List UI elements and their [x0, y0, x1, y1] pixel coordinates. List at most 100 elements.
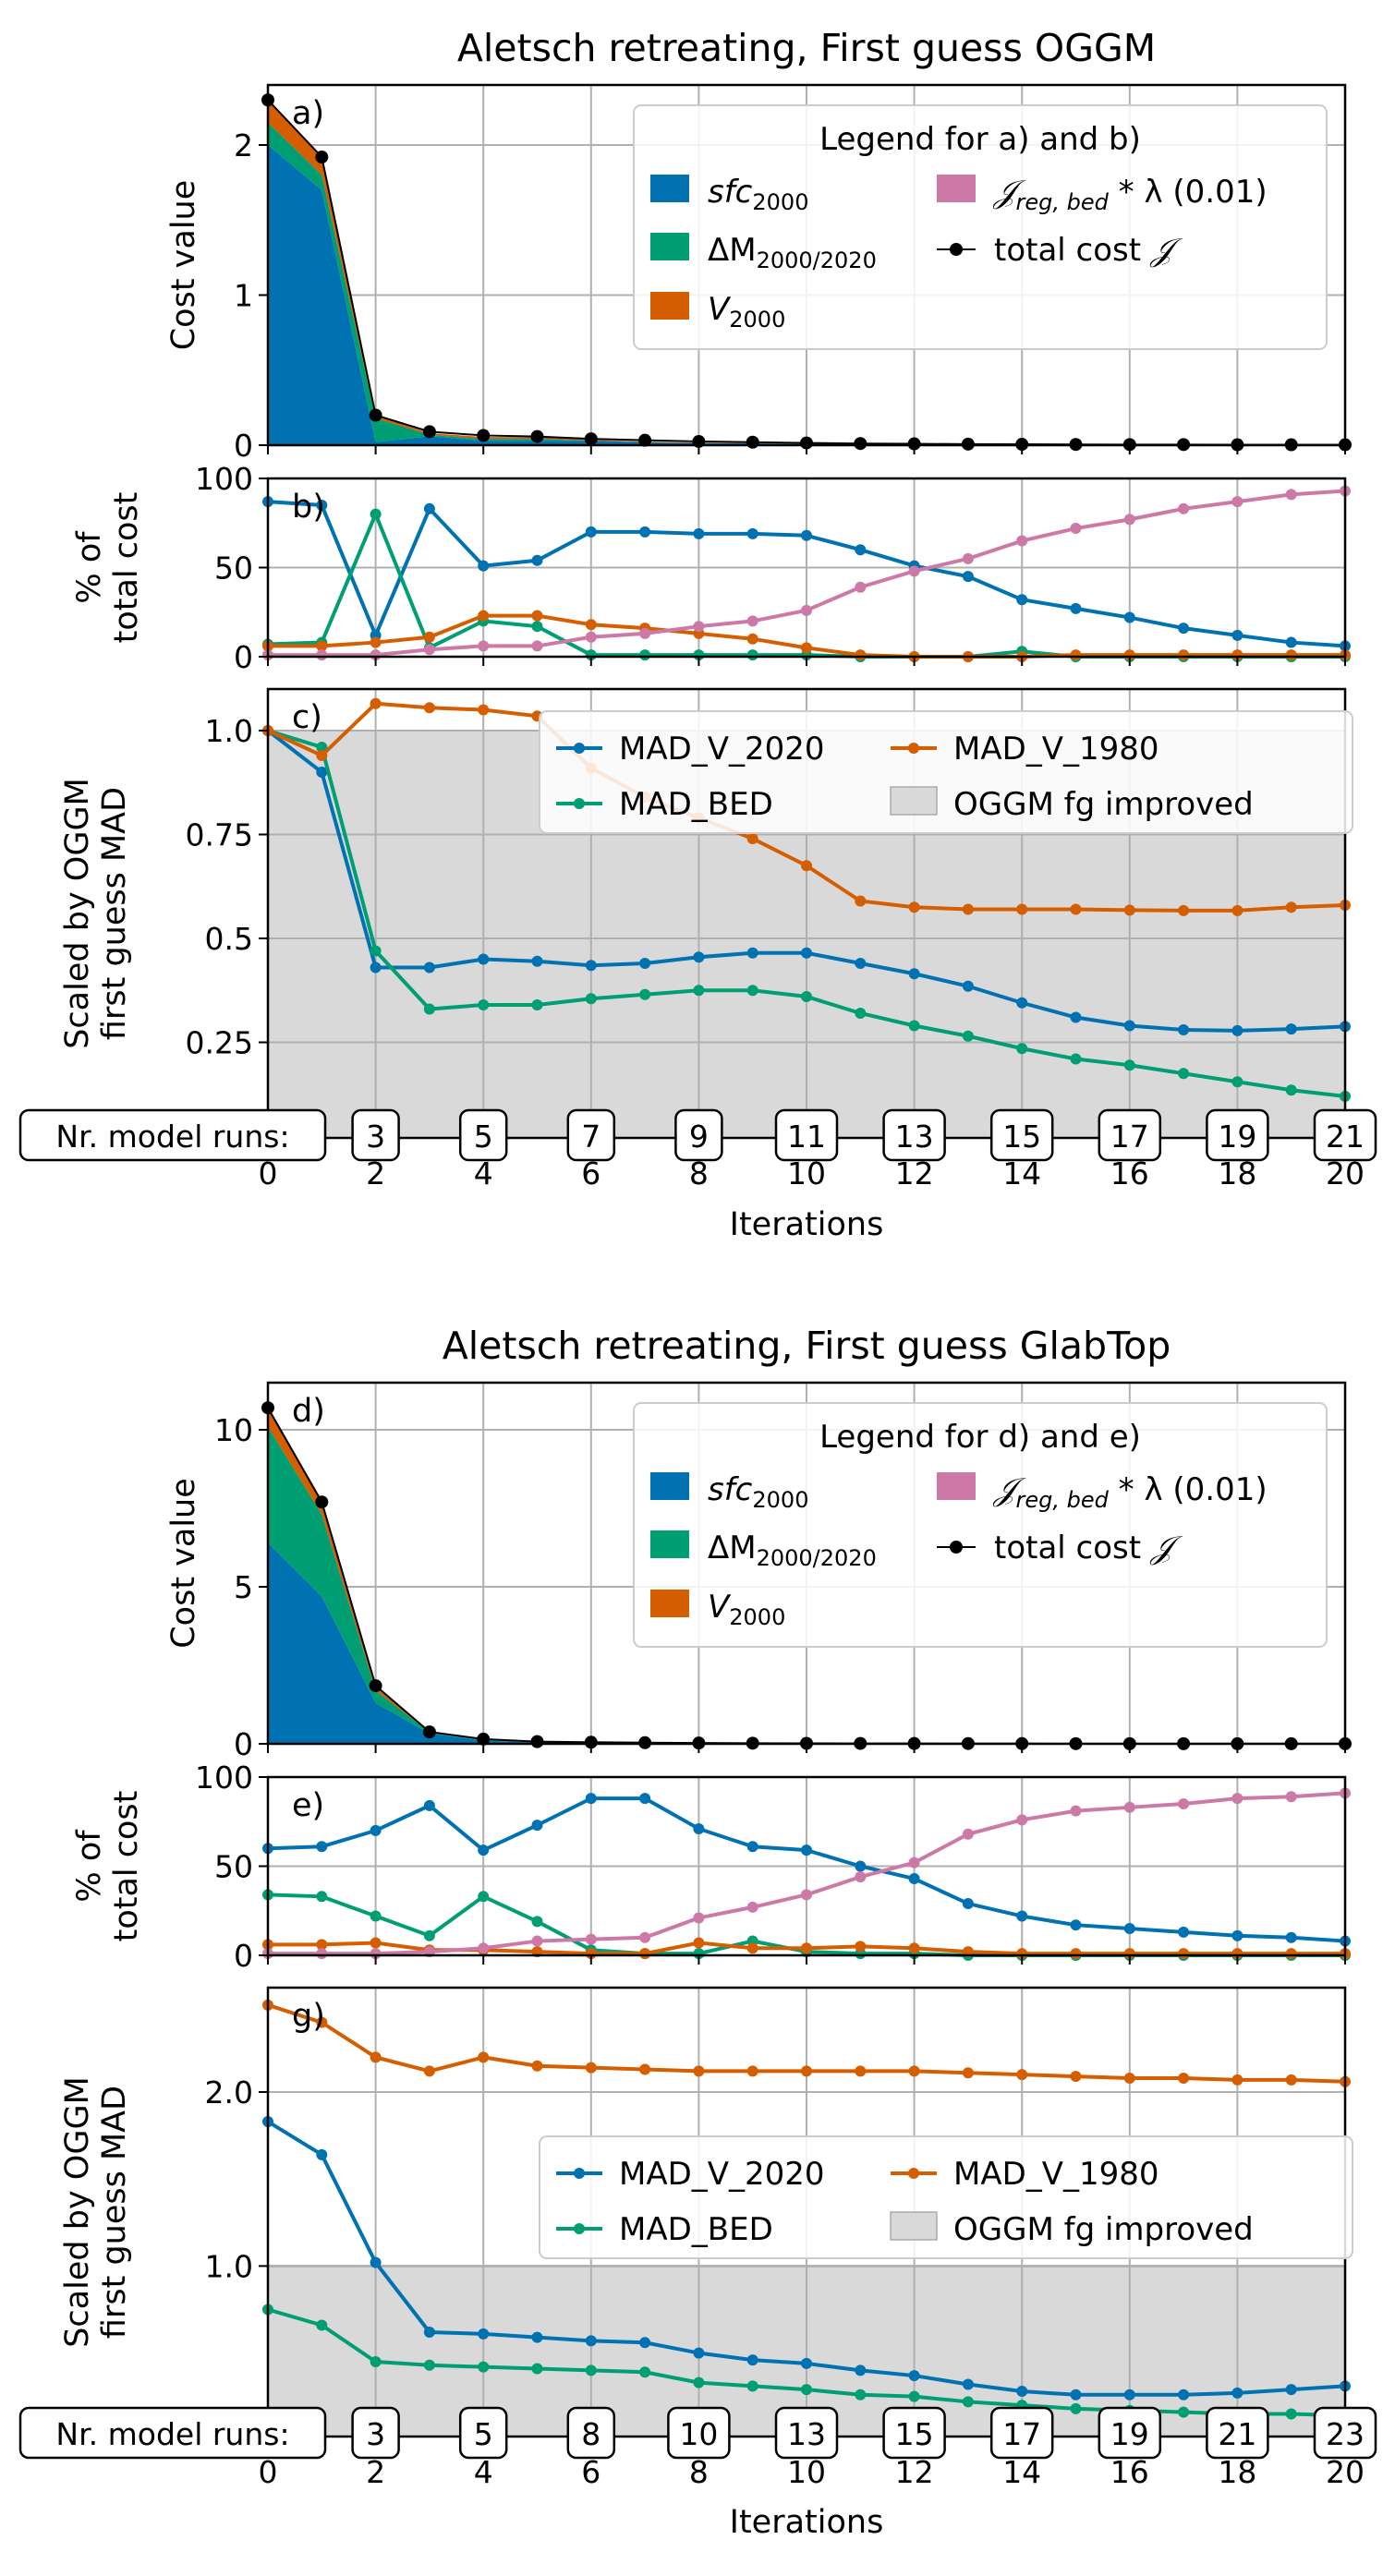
series-point-mad_bed — [1070, 1053, 1082, 1065]
series-point-mad_v_2020 — [801, 947, 812, 959]
series-point-mad_v_1980 — [801, 860, 812, 872]
runs-count-box — [667, 2406, 731, 2460]
series-point-sfc — [962, 1898, 974, 1910]
x-tick-label: 12 — [895, 2454, 934, 2490]
legend-swatch-v — [650, 1590, 689, 1617]
legend-swatch-point — [574, 2223, 585, 2234]
total-cost-point — [854, 437, 867, 451]
runs-count: 5 — [474, 2416, 493, 2452]
series-point-v — [801, 1942, 812, 1954]
y-tick-label: 5 — [234, 1569, 253, 1605]
panel-label: a) — [292, 95, 324, 132]
x-tick-label: 18 — [1218, 2454, 1256, 2490]
series-point-mad_bed — [531, 2363, 543, 2375]
series-point-sfc — [531, 554, 543, 566]
y-tick-label: 0.5 — [205, 921, 253, 957]
series-point-sfc — [1285, 636, 1297, 648]
series-point-dm — [423, 1929, 435, 1941]
series-point-mad_v_1980 — [908, 2065, 920, 2077]
panel-5: 0 50 100 e) % of total cost — [71, 1760, 1351, 1974]
series-point-mad_v_2020 — [962, 980, 974, 992]
series-point-dm — [316, 1891, 328, 1903]
legend-entry: MAD_V_2020 — [619, 731, 825, 768]
series-point-mad_bed — [1016, 1043, 1028, 1055]
y-axis-label-line-2: first guess MAD — [96, 2086, 133, 2339]
series-point-mad_v_1980 — [1016, 903, 1028, 915]
legend-entry: OGGM fg improved — [953, 786, 1254, 823]
series-point-v — [316, 640, 328, 652]
series-point-sfc — [1070, 1919, 1082, 1931]
series-point-sfc — [1016, 1910, 1028, 1922]
series-point-reg — [639, 627, 651, 639]
runs-count: 9 — [689, 1119, 709, 1155]
runs-count: 13 — [787, 2416, 826, 2452]
series-point-sfc — [478, 1844, 490, 1856]
series-point-mad_bed — [423, 2359, 435, 2371]
series-point-mad_bed — [316, 2319, 328, 2331]
x-tick-label: 8 — [689, 1155, 709, 1191]
y-tick-label: 0 — [234, 639, 253, 675]
total-cost-point — [584, 432, 598, 446]
runs-count: 17 — [1002, 2416, 1041, 2452]
series-point-mad_v_1980 — [531, 2060, 543, 2072]
y-tick-label: 1.0 — [205, 713, 253, 749]
series-point-mad_v_1980 — [1178, 2072, 1190, 2084]
series-point-sfc — [1123, 611, 1135, 623]
series-point-mad_bed — [639, 2366, 651, 2378]
series-point-reg — [1123, 1801, 1135, 1813]
series-point-reg — [962, 1828, 974, 1840]
x-tick-label: 20 — [1326, 1155, 1365, 1191]
series-point-reg — [801, 604, 812, 616]
series-point-mad_v_2020 — [478, 953, 490, 965]
series-point-sfc — [1231, 1929, 1243, 1941]
series-point-reg — [1070, 523, 1082, 535]
runs-count-box — [989, 2406, 1054, 2460]
runs-count: 11 — [787, 1119, 826, 1155]
series-point-v — [855, 1941, 867, 1953]
total-cost-point — [422, 425, 436, 439]
series-point-mad_v_1980 — [1285, 901, 1297, 913]
legend: MAD_V_2020 MAD_V_1980 MAD_BED OGGM fg impro… — [539, 2135, 1353, 2259]
series-point-dm — [639, 649, 651, 661]
y-tick-label: 2.0 — [205, 2074, 253, 2110]
legend: Legend for a) and b) sfc2000 ΔM2000/2020 V2… — [633, 104, 1328, 350]
series-point-dm — [531, 1916, 543, 1928]
series-point-mad_v_2020 — [370, 2256, 382, 2268]
series-point-mad_bed — [585, 2364, 597, 2376]
series-point-sfc — [370, 1824, 382, 1836]
legend-frame — [539, 2135, 1353, 2259]
legend-entry: MAD_V_2020 — [619, 2156, 825, 2193]
series-point-mad_v_1980 — [855, 2065, 867, 2077]
series-point-reg — [1178, 1797, 1190, 1809]
series-point-mad_bed — [478, 999, 490, 1010]
total-cost-point — [315, 151, 329, 163]
series-point-reg — [855, 1871, 867, 1883]
x-tick-label: 18 — [1218, 1155, 1256, 1191]
runs-count-box — [566, 2406, 616, 2460]
series-point-mad_v_2020 — [801, 2357, 812, 2369]
series-point-sfc — [316, 499, 328, 511]
series-point-mad_v_1980 — [423, 702, 435, 714]
runs-label-box — [18, 1108, 327, 1162]
legend-title: Legend for d) and e) — [819, 1419, 1141, 1456]
runs-count-box — [674, 1108, 723, 1162]
series-point-mad_v_2020 — [855, 2364, 867, 2376]
series-point-mad_bed — [1070, 2402, 1082, 2414]
series-point-mad_bed — [801, 2384, 812, 2396]
series-point-mad_v_2020 — [1178, 1024, 1190, 1035]
runs-count: 13 — [895, 1119, 934, 1155]
runs-count: 5 — [474, 1119, 493, 1155]
runs-count-box — [989, 1108, 1054, 1162]
series-point-mad_v_1980 — [746, 2065, 758, 2077]
series-point-sfc — [1285, 1931, 1297, 1943]
series-point-mad_v_1980 — [1231, 904, 1243, 916]
series-point-mad_bed — [370, 945, 382, 957]
series-point-mad_v_2020 — [855, 958, 867, 969]
series-point-mad_bed — [855, 1008, 867, 1019]
series-point-reg — [423, 644, 435, 656]
legend-swatch-point — [574, 798, 585, 809]
series-point-mad_v_1980 — [423, 2065, 435, 2077]
series-point-v — [1070, 649, 1082, 661]
series-point-sfc — [1178, 1926, 1190, 1938]
series-point-reg — [1016, 1814, 1028, 1826]
